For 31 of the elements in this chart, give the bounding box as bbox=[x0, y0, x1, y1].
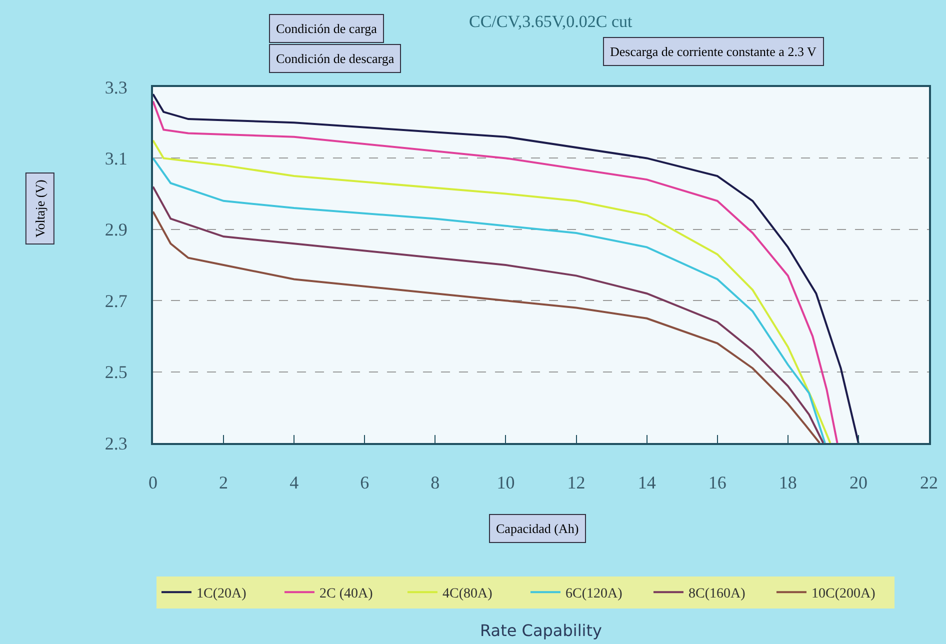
x-tick-label: 10 bbox=[496, 472, 515, 493]
x-tick-label: 22 bbox=[920, 472, 938, 493]
x-tick-label: 8 bbox=[430, 472, 440, 493]
x-tick-label: 4 bbox=[290, 472, 299, 493]
x-tick-label: 16 bbox=[708, 472, 726, 493]
y-axis-title: Voltaje (V) bbox=[32, 180, 48, 238]
x-tick-label: 6 bbox=[360, 472, 370, 493]
y-tick-label: 2.9 bbox=[104, 220, 128, 240]
legend-label: 10C(200A) bbox=[811, 586, 876, 602]
x-tick-label: 18 bbox=[778, 472, 797, 493]
legend-label: 4C(80A) bbox=[442, 586, 493, 602]
y-tick-label: 2.3 bbox=[104, 433, 128, 454]
y-tick-label: 2.7 bbox=[104, 290, 128, 311]
y-tick-label: 2.5 bbox=[104, 362, 128, 382]
x-tick-label: 20 bbox=[849, 472, 868, 493]
legend-label: 2C (40A) bbox=[319, 586, 374, 602]
text: Condición de carga bbox=[276, 21, 378, 36]
legend-label: 1C(20A) bbox=[196, 586, 247, 602]
y-tick-label: 3.1 bbox=[104, 148, 128, 168]
text: CC/CV,3.65V,0.02C cut bbox=[469, 12, 633, 31]
legend-label: 8C(160A) bbox=[688, 586, 746, 602]
text: Rate Capability bbox=[480, 621, 602, 640]
text: Descarga de corriente constante a 2.3 V bbox=[610, 44, 817, 59]
x-tick-label: 2 bbox=[219, 472, 228, 493]
text: Condición de descarga bbox=[276, 51, 394, 66]
x-tick-label: 14 bbox=[638, 472, 656, 493]
y-tick-label: 3.3 bbox=[104, 77, 128, 98]
x-tick-label: 0 bbox=[148, 472, 158, 493]
x-tick-label: 12 bbox=[567, 472, 586, 493]
x-axis-title: Capacidad (Ah) bbox=[496, 521, 579, 536]
legend-label: 6C(120A) bbox=[565, 586, 623, 602]
